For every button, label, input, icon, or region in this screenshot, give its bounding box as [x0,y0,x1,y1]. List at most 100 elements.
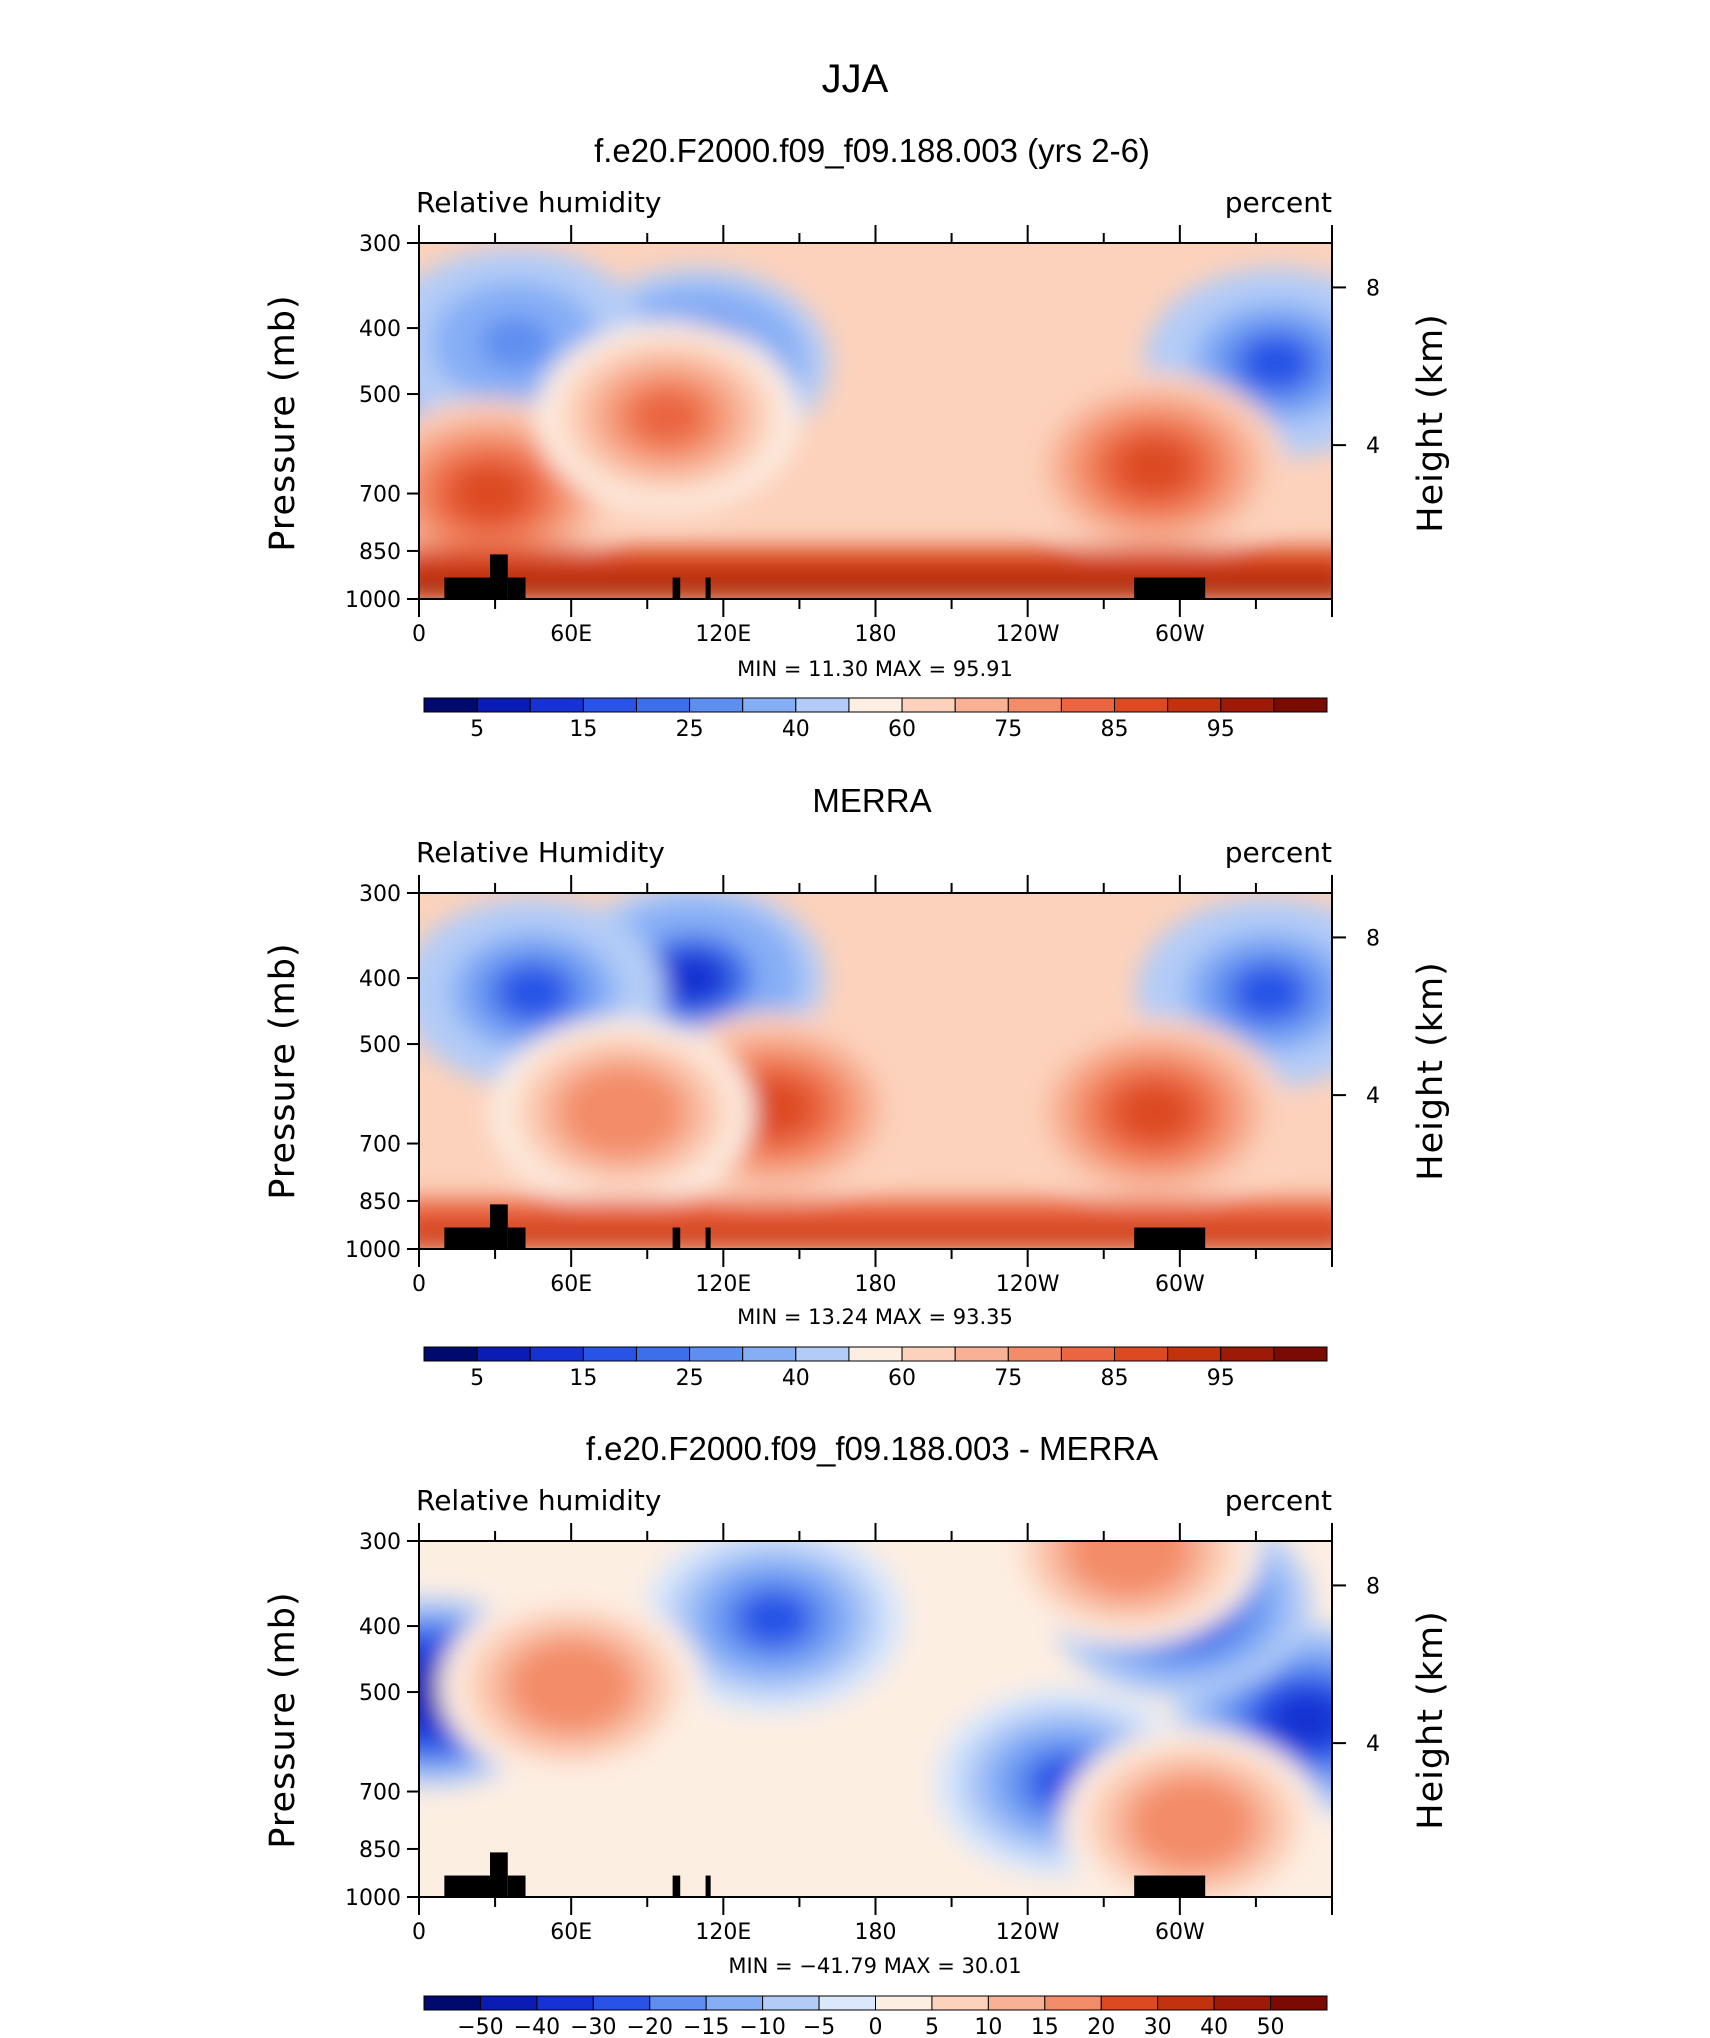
colorbar-label: 75 [994,717,1022,742]
colorbar-box [1167,1346,1222,1362]
x-tick-label: 120W [996,1920,1060,1945]
colorbar-box [476,1346,531,1362]
panel-merra: MERRA Relative Humidity percent Pressure… [263,782,1451,1391]
colorbar: −50 −40 −30 −20 −15 −10 −5 0 5 10 15 20 30 40 50 [423,1995,1328,2038]
x-tick-label: 60E [550,1920,592,1945]
panel-title: f.e20.F2000.f09_f09.188.003 (yrs 2-6) [594,132,1150,169]
colorbar-box [582,697,637,713]
colorbar-box [1007,1346,1062,1362]
min-max-label: MIN = 11.30 MAX = 95.91 [737,657,1013,681]
colorbar-box [649,1995,707,2011]
y-tick-label: 1000 [345,1238,401,1263]
y-tick-label: 500 [359,1681,401,1706]
colorbar-label: 15 [1031,2015,1059,2038]
colorbar-box [901,1346,956,1362]
colorbar-label: 95 [1207,717,1235,742]
variable-label: Relative humidity [416,1484,661,1517]
colorbar-box [848,697,903,713]
colorbar-box [1220,1346,1275,1362]
colorbar-label: 25 [676,1366,704,1391]
colorbar-label: −30 [570,2015,616,2038]
boundary-layer-band [419,583,1332,599]
min-max-label: MIN = −41.79 MAX = 30.01 [728,1954,1021,1978]
y-tick-label: 1000 [345,1886,401,1911]
topography-mask [1134,1227,1206,1249]
y-axis-label-right: Height (km) [1411,313,1451,533]
topography-mask [1134,577,1206,599]
colorbar-box [762,1995,820,2011]
topography-mask [490,1852,508,1897]
y-tick-label: 700 [359,483,401,508]
colorbar-label: 40 [782,717,810,742]
colorbar-label: 40 [1200,2015,1228,2038]
colorbar-box [476,697,531,713]
y-tick-label-right: 8 [1366,276,1380,301]
x-tick-label: 180 [855,1920,897,1945]
contour-blob [535,1659,608,1714]
colorbar-box [423,1346,478,1362]
x-tick-label: 120E [695,1920,751,1945]
contour-blob [631,389,704,444]
topography-mask [490,1204,508,1249]
contour-blob [497,965,570,1020]
units-label: percent [1225,836,1332,869]
y-tick-label: 500 [359,383,401,408]
colorbar-box [423,697,478,713]
topography-mask [705,1227,711,1249]
y-tick-label: 300 [359,232,401,257]
colorbar-box [529,1346,584,1362]
x-tick-label: 120E [695,1272,751,1297]
colorbar-box [987,1995,1046,2011]
colorbar-box [592,1995,651,2011]
colorbar-box [1044,1995,1102,2011]
variable-label: Relative Humidity [416,836,665,869]
units-label: percent [1225,186,1332,219]
y-tick-label: 700 [359,1133,401,1158]
colorbar-box [1213,1995,1272,2011]
x-tick-label: 180 [855,622,897,647]
axes: 0 60E 120E 180 120W 60W 300 400 500 700 850 1000 8 4 [345,875,1380,1297]
x-tick-label: 0 [412,1272,426,1297]
colorbar-label: 75 [994,1366,1022,1391]
colorbar: 5 15 25 40 60 75 85 95 [423,697,1328,742]
colorbar-box [875,1995,933,2011]
colorbar-label: 5 [925,2015,939,2038]
y-tick-label: 300 [359,1530,401,1555]
y-tick-label: 850 [359,540,401,565]
variable-label: Relative humidity [416,186,661,219]
x-tick-label: 120E [695,622,751,647]
colorbar-box [536,1995,594,2011]
colorbar-label: 0 [869,2015,883,2038]
colorbar-label: 50 [1257,2015,1285,2038]
contour-blob [1093,1541,1166,1578]
y-axis-label-right: Height (km) [1411,961,1451,1181]
contour-blob [1232,965,1305,1020]
colorbar-box [1060,1346,1116,1362]
colorbar-label: −40 [514,2015,560,2038]
axes: 0 60E 120E 180 120W 60W 300 400 500 700 850 1000 8 4 [345,225,1380,647]
colorbar-label: 85 [1101,1366,1129,1391]
colorbar-label: −50 [457,2015,503,2038]
colorbar-box [901,697,956,713]
colorbar: 5 15 25 40 60 75 85 95 [423,1346,1328,1391]
x-tick-label: 60W [1155,1920,1205,1945]
colorbar-box [1273,1346,1328,1362]
y-tick-label-right: 8 [1366,1574,1380,1599]
y-tick-label: 400 [359,317,401,342]
colorbar-box [795,697,850,713]
colorbar-box [1157,1995,1215,2011]
x-tick-label: 60E [550,1272,592,1297]
x-tick-label: 120W [996,1272,1060,1297]
colorbar-box [689,697,744,713]
colorbar-label: −20 [627,2015,673,2038]
contour-blob [1118,440,1191,495]
y-tick-label: 850 [359,1838,401,1863]
topography-mask [672,1875,681,1897]
colorbar-label: 15 [569,717,597,742]
colorbar-box [1167,697,1222,713]
colorbar-box [582,1346,637,1362]
colorbar-box [479,1995,538,2011]
colorbar-label: 25 [676,717,704,742]
colorbar-box [705,1995,764,2011]
